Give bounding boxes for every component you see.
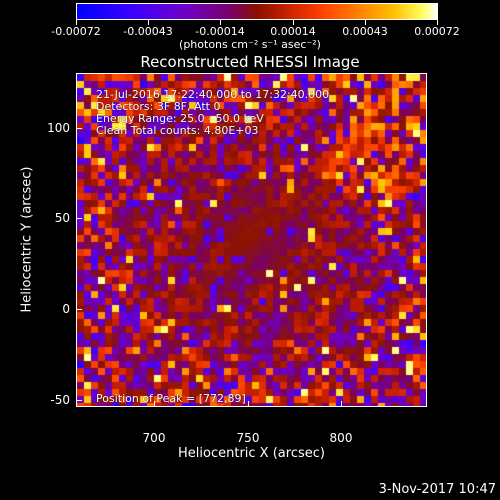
colorbar-units: (photons cm⁻² s⁻¹ asec⁻²)	[179, 38, 321, 51]
y-tick-label: -50	[50, 393, 70, 407]
x-axis-label: Heliocentric X (arcsec)	[178, 446, 325, 461]
y-axis-label: Heliocentric Y (arcsec)	[19, 166, 35, 313]
clean-counts-text: Clean Total counts: 4.80E+03	[96, 124, 259, 137]
x-tick-label: 700	[142, 431, 166, 445]
colorbar-tick-label: 0.00014	[270, 25, 316, 38]
y-tick-label: 0	[62, 302, 70, 316]
y-tick-label: 100	[47, 121, 70, 135]
x-tick-label: 800	[329, 431, 353, 445]
colorbar	[76, 3, 438, 20]
image-plot: 21-Jul-2016 17:22:40.000 to 17:32:40.000…	[76, 73, 427, 407]
colorbar-tick-label: 0.00072	[414, 25, 460, 38]
colorbar-tick-label: -0.00072	[51, 25, 101, 38]
generation-date: 3-Nov-2017 10:47	[378, 482, 496, 497]
colorbar-tick-label: -0.00014	[195, 25, 245, 38]
peak-position-text-visible: Position of Peak = [772,89]	[96, 392, 246, 405]
time-range-text: 21-Jul-2016 17:22:40.000 to 17:32:40.000	[96, 88, 330, 101]
heatmap-image	[77, 74, 426, 406]
energy-range-text: Energy Range: 25.0 - 50.0 keV	[96, 112, 264, 125]
colorbar-ticks: -0.00072 -0.00043 -0.00014 0.00014 0.000…	[51, 0, 460, 40]
colorbar-tick-label: 0.00043	[342, 25, 388, 38]
x-tick-label: 750	[236, 431, 260, 445]
detectors-text: Detectors: 3F 8F, Att 0	[96, 100, 221, 113]
y-tick-label: 50	[54, 211, 70, 225]
plot-title: Reconstructed RHESSI Image	[140, 53, 360, 71]
colorbar-tick-label: -0.00043	[123, 25, 173, 38]
